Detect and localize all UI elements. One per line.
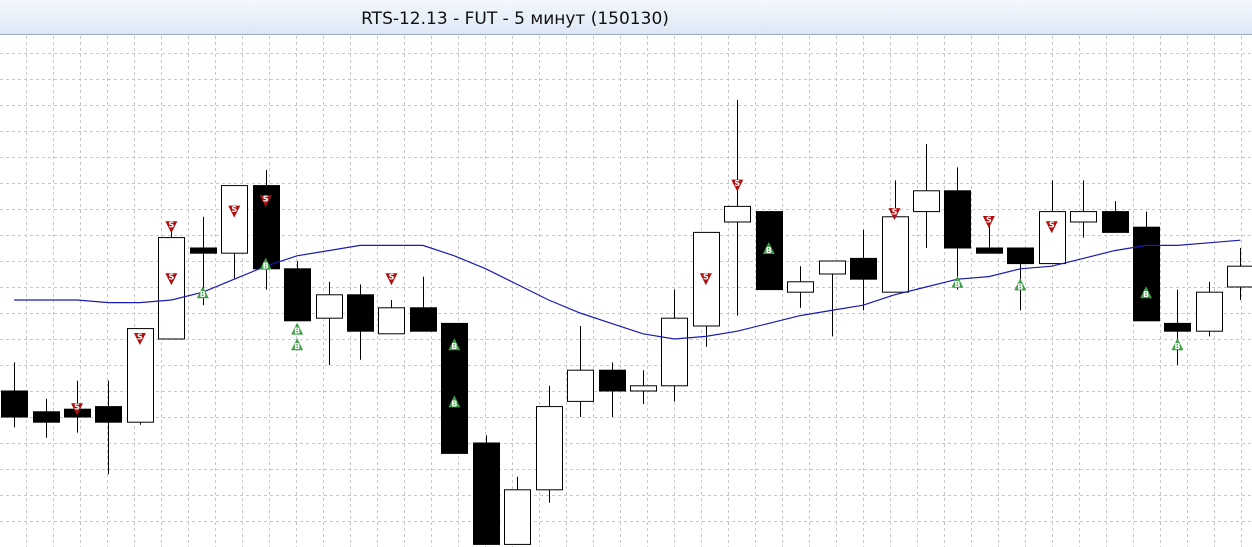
candle-body [221, 185, 248, 254]
candle-body [473, 442, 500, 545]
signal-label: S [74, 403, 80, 412]
signal-label: B [200, 290, 206, 299]
signal-label: B [451, 342, 457, 351]
candle-body [819, 260, 846, 275]
signal-marker [951, 275, 964, 288]
candle-body [1070, 211, 1097, 223]
candle-body [882, 216, 909, 293]
candle-body [1164, 322, 1191, 332]
signal-marker [731, 179, 744, 192]
candle-body [567, 369, 594, 402]
signal-label: S [168, 273, 174, 282]
candle-body [1, 390, 28, 418]
candle-body [190, 247, 217, 254]
signal-marker [448, 395, 461, 408]
signal-marker [259, 257, 272, 270]
candle-body [724, 205, 751, 223]
signal-marker [71, 403, 84, 416]
signal-marker [699, 273, 712, 286]
candle-body [316, 294, 343, 319]
title-bar [0, 0, 1252, 34]
signal-label: S [231, 205, 237, 214]
signal-label: B [294, 327, 300, 336]
signal-marker [259, 195, 272, 208]
candle-body [944, 190, 971, 249]
signal-marker [228, 205, 241, 218]
signal-label: S [734, 179, 740, 188]
candle-body [976, 247, 1003, 254]
signal-label: S [168, 221, 174, 230]
candle-body [127, 328, 154, 423]
signal-label: B [766, 246, 772, 255]
signal-marker [1171, 338, 1184, 351]
signal-marker [982, 215, 995, 228]
signal-label: B [1143, 290, 1149, 299]
signal-label: S [1049, 221, 1055, 230]
signal-marker [133, 332, 146, 345]
candle-body [378, 307, 405, 335]
candle-body [504, 489, 531, 545]
signal-label: B [451, 399, 457, 408]
signal-label: S [703, 273, 709, 282]
signal-marker [448, 338, 461, 351]
candle-body [913, 190, 940, 213]
signal-label: B [263, 262, 269, 271]
signal-marker [291, 338, 304, 351]
vertical-grid [0, 35, 1252, 547]
candle-body [1227, 265, 1252, 288]
candle-body [850, 257, 877, 280]
candle-body [536, 406, 563, 491]
candle-body [661, 317, 688, 387]
candle-body [1102, 211, 1129, 233]
signal-label: S [137, 332, 143, 341]
signal-marker [165, 273, 178, 286]
candle-body [1133, 226, 1160, 322]
signal-label: B [954, 280, 960, 289]
candle-body [410, 307, 437, 332]
signal-marker [888, 208, 901, 221]
signal-label: S [263, 195, 269, 204]
candle-body [95, 406, 122, 423]
candle-body [599, 369, 626, 392]
signal-label: B [1174, 342, 1180, 351]
candle-body [630, 385, 657, 392]
signal-label: B [294, 342, 300, 351]
chart-title: RTS-12.13 - FUT - 5 минут (150130) [361, 9, 669, 29]
signal-label: S [986, 215, 992, 224]
signal-label: S [892, 208, 898, 217]
signal-marker [1045, 221, 1058, 234]
signal-marker [291, 322, 304, 335]
moving-average-line [14, 239, 1241, 340]
signal-marker [165, 221, 178, 234]
signal-marker [762, 241, 775, 254]
candle-body [787, 281, 814, 293]
candle-body [347, 294, 374, 332]
candle-body [284, 268, 311, 322]
candle-body [158, 237, 185, 340]
signal-label: S [389, 273, 395, 282]
candle-body [1007, 247, 1034, 265]
candle-body [33, 411, 60, 423]
signal-marker [196, 286, 209, 299]
signal-label: B [1017, 282, 1023, 291]
signal-marker [1140, 286, 1153, 299]
signal-marker [1014, 278, 1027, 291]
signal-marker [385, 273, 398, 286]
candle-body [1196, 291, 1223, 332]
candle-body [1039, 211, 1066, 265]
